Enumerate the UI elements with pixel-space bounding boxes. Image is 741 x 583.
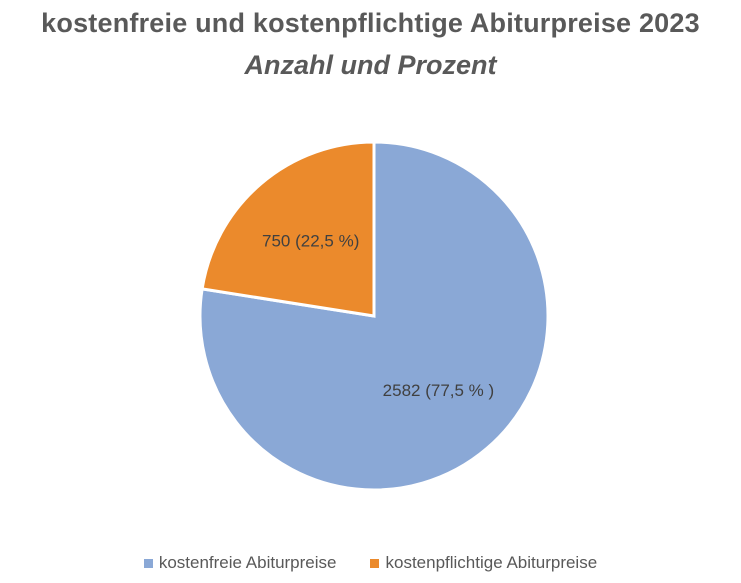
legend-swatch-kostenfreie [143, 558, 153, 568]
data-label-kostenfreie: 2582 (77,5 % ) [383, 381, 495, 400]
legend-item-kostenpflichtige: kostenpflichtige Abiturpreise [370, 553, 597, 573]
chart-title: kostenfreie und kostenpflichtige Abiturp… [41, 8, 700, 38]
legend-label-kostenpflichtige: kostenpflichtige Abiturpreise [385, 553, 598, 572]
legend-label-kostenfreie: kostenfreie Abiturpreise [158, 553, 337, 572]
data-label-kostenpflichtige: 750 (22,5 %) [262, 231, 359, 250]
legend-item-kostenfreie: kostenfreie Abiturpreise [143, 553, 337, 573]
chart-subtitle: Anzahl und Prozent [244, 50, 497, 80]
pie-slice-kostenpflichtige [200, 140, 376, 318]
legend: kostenfreie Abiturpreise kostenpflichtig… [0, 553, 741, 573]
legend-swatch-kostenpflichtige [370, 558, 380, 568]
